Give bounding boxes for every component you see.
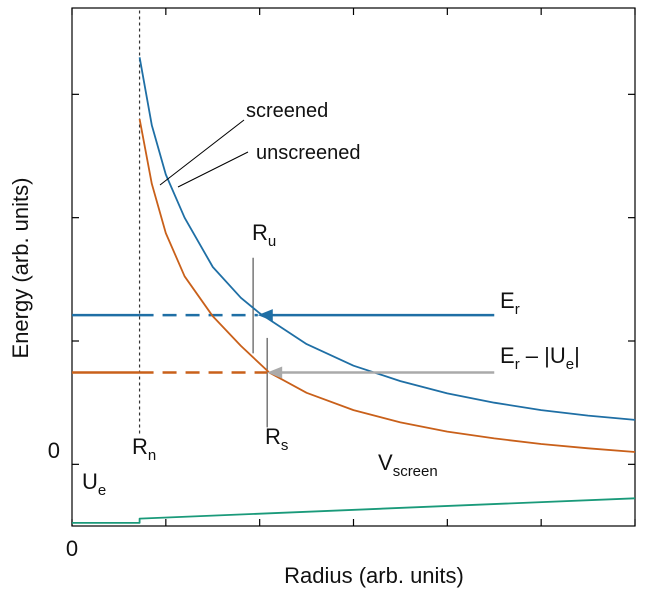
ru-label: Ru: [252, 220, 276, 250]
curve-vscreen: [72, 497, 636, 524]
arrow-head-0: [257, 309, 273, 322]
screened-pointer: [159, 119, 245, 186]
energy-levels: [72, 313, 268, 374]
screened-label: screened: [246, 100, 328, 122]
unscreened-label: unscreened: [256, 142, 361, 164]
er-minus-ue-label: Er – |Ue|: [500, 343, 580, 373]
y-tick-label-0: 0: [48, 438, 60, 463]
er-label: Er: [500, 288, 520, 318]
x-tick-label-0: 0: [66, 536, 78, 561]
rn-label: Rn: [132, 434, 156, 464]
arrows: [257, 309, 495, 379]
vscreen-label: Vscreen: [378, 450, 438, 480]
radius-markers: [138, 8, 268, 434]
ue-label: Ue: [82, 469, 106, 499]
unscreened-pointer: [177, 151, 249, 188]
y-axis-title: Energy (arb. units): [8, 178, 33, 359]
rs-label: Rs: [265, 424, 288, 454]
x-axis-title: Radius (arb. units): [284, 563, 464, 588]
curves: [72, 57, 636, 524]
curve-screened: [138, 57, 636, 421]
arrow-head-1: [267, 366, 283, 379]
axis-ticks: [71, 8, 636, 526]
curve-unscreened: [138, 118, 636, 453]
plot-frame: [71, 7, 636, 527]
